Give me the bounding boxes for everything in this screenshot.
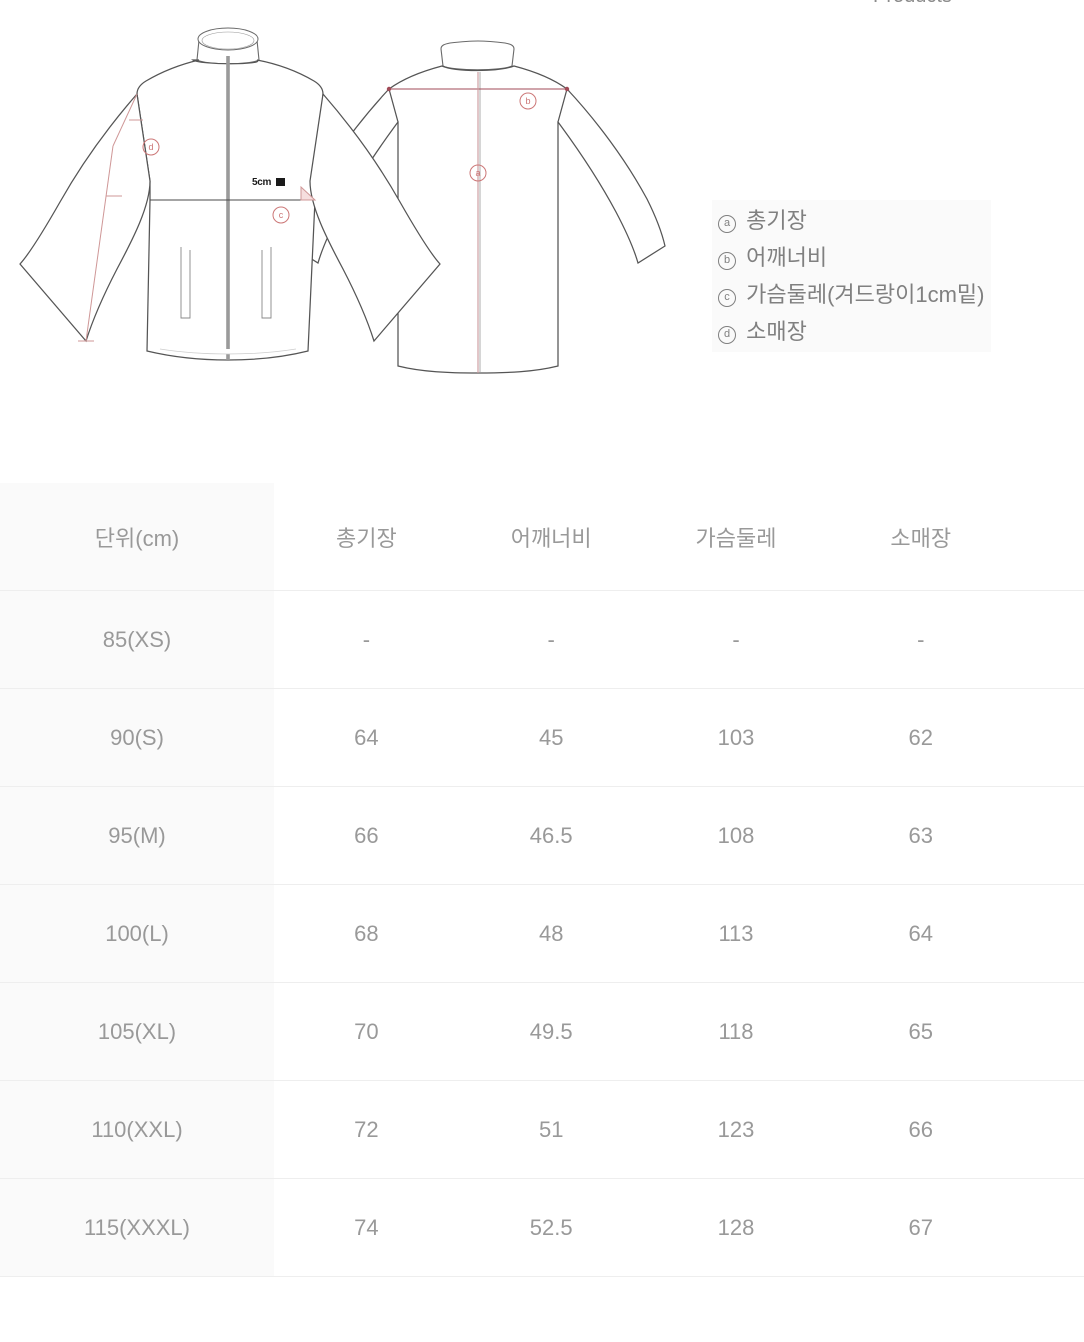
svg-text:b: b	[525, 96, 530, 106]
svg-text:c: c	[279, 210, 284, 220]
svg-text:a: a	[475, 168, 480, 178]
svg-text:d: d	[148, 142, 153, 152]
svg-text:5cm: 5cm	[252, 177, 272, 188]
